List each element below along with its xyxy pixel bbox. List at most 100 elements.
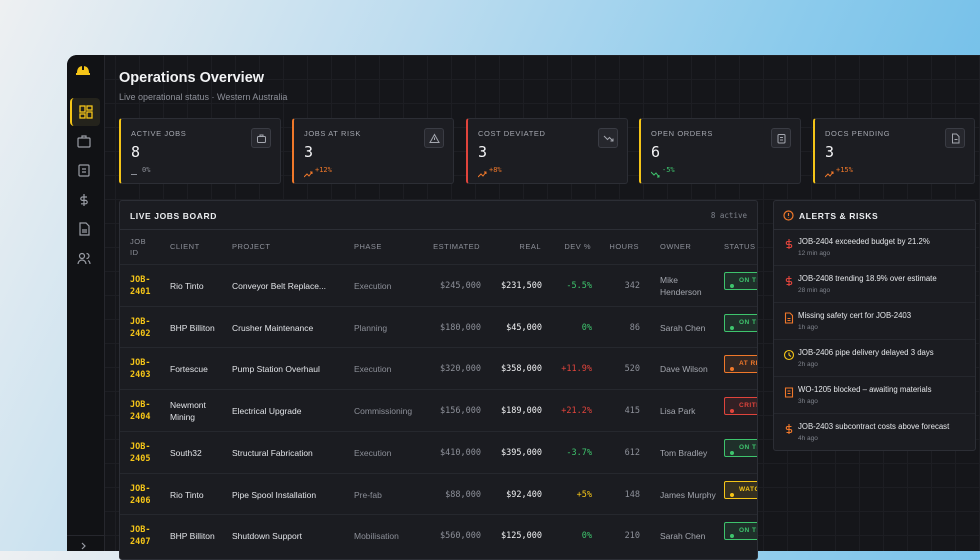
- cell-owner: Lisa Park: [660, 406, 696, 417]
- sidebar-divider: [67, 535, 104, 536]
- column-header: DEV %: [564, 242, 591, 251]
- alert-time: 28 min ago: [798, 287, 831, 294]
- board-count: 8 active: [710, 211, 747, 220]
- cell-estimated: $180,000: [440, 322, 481, 333]
- job-row[interactable]: JOB-2401 Rio Tinto Conveyor Belt Replace..…: [120, 264, 757, 307]
- kpi-icon: [771, 128, 791, 148]
- cell-dev: -5.5%: [566, 281, 592, 291]
- logo: [76, 65, 90, 75]
- nav-orders[interactable]: [70, 156, 98, 184]
- kpi-trend-icon: [650, 166, 660, 184]
- column-header: CLIENT: [170, 242, 200, 251]
- job-row[interactable]: JOB-2405 South32 Structural Fabrication Exe…: [120, 430, 757, 474]
- cell-real: $395,000: [501, 447, 542, 458]
- cell-job: JOB-2407: [130, 525, 151, 548]
- status-dot: [730, 492, 734, 497]
- cell-client: South32: [170, 447, 202, 458]
- kpi-trend-icon: [824, 166, 834, 184]
- job-row[interactable]: JOB-2406 Rio Tinto Pipe Spool Installation…: [120, 472, 757, 516]
- cell-project: Electrical Upgrade: [232, 406, 302, 417]
- cell-estimated: $156,000: [440, 406, 481, 417]
- alert-time: 12 min ago: [798, 250, 831, 257]
- cell-job: JOB-2404: [130, 400, 151, 423]
- kpi-icon: [424, 128, 444, 148]
- kpi-icon: [598, 128, 618, 148]
- alerts-icon: [783, 210, 794, 221]
- cell-phase: Execution: [354, 364, 392, 375]
- status-badge: ON TRACK: [724, 522, 757, 541]
- nav-dashboard[interactable]: [70, 98, 100, 126]
- kpi-card: OPEN ORDERS 6 -5%: [639, 118, 801, 184]
- column-header: ESTIMATED: [433, 242, 480, 251]
- nav-people[interactable]: [70, 244, 98, 272]
- cell-client: Fortescue: [170, 364, 208, 375]
- kpi-label: COST DEVIATED: [478, 129, 546, 138]
- alert-text[interactable]: JOB-2408 trending 18.9% over estimate: [798, 274, 937, 283]
- cell-job: JOB-2406: [130, 483, 151, 506]
- kpi-card: DOCS PENDING 3 +15%: [813, 118, 975, 184]
- cell-owner: Sarah Chen: [660, 531, 706, 542]
- alerts-title: ALERTS & RISKS: [799, 211, 879, 221]
- page-subtitle: Live operational status · Western Austra…: [119, 92, 288, 102]
- cell-project: Crusher Maintenance: [232, 322, 314, 333]
- board-divider: [120, 229, 757, 230]
- job-row[interactable]: JOB-2403 Fortescue Pump Station Overhaul Ex…: [120, 347, 757, 390]
- job-row[interactable]: JOB-2407 BHP Billiton Shutdown Support Mobi…: [120, 514, 757, 557]
- column-header: REAL: [519, 242, 541, 251]
- job-row[interactable]: JOB-2402 BHP Billiton Crusher Maintenance P…: [120, 305, 757, 349]
- status-dot: [730, 450, 734, 455]
- alert-divider: [774, 339, 975, 340]
- cell-project: Pipe Spool Installation: [232, 489, 317, 500]
- cell-owner: Sarah Chen: [660, 322, 706, 333]
- nav-jobs[interactable]: [70, 127, 98, 155]
- alert-text[interactable]: JOB-2404 exceeded budget by 21.2%: [798, 237, 930, 246]
- kpi-delta: +8%: [489, 166, 502, 174]
- cell-hours: 612: [624, 447, 640, 458]
- column-header: PHASE: [354, 242, 382, 251]
- job-row[interactable]: JOB-2404 Newmont Mining Electrical Upgrade…: [120, 389, 757, 432]
- kpi-card: COST DEVIATED 3 +8%: [466, 118, 628, 184]
- status-badge: ON TRACK: [724, 313, 757, 332]
- cell-dev: +21.2%: [561, 406, 592, 417]
- kpi-value: 6: [651, 143, 661, 161]
- kpi-delta: +12%: [315, 166, 332, 174]
- alerts-divider: [774, 229, 975, 230]
- kpi-value: 3: [825, 143, 835, 161]
- cell-hours: 86: [629, 322, 640, 333]
- nav-docs[interactable]: [70, 215, 98, 243]
- status-badge: ON TRACK: [724, 438, 757, 457]
- alert-time: 2h ago: [798, 361, 818, 368]
- cell-job: JOB-2403: [130, 358, 151, 381]
- cell-real: $189,000: [501, 406, 542, 417]
- alert-text[interactable]: JOB-2406 pipe delivery delayed 3 days: [798, 348, 934, 357]
- nav-costs[interactable]: [70, 186, 98, 214]
- cell-phase: Commissioning: [354, 406, 413, 417]
- cell-phase: Mobilisation: [354, 531, 399, 542]
- kpi-value: 8: [131, 143, 141, 161]
- cell-project: Structural Fabrication: [232, 447, 313, 458]
- alert-text[interactable]: WO-1205 blocked – awaiting materials: [798, 385, 932, 394]
- kpi-card: ACTIVE JOBS 8 0%: [119, 118, 281, 184]
- cell-estimated: $410,000: [440, 447, 481, 458]
- column-header: JOB ID: [130, 237, 147, 257]
- collapse-toggle[interactable]: [80, 542, 88, 550]
- alert-icon: [783, 274, 795, 292]
- cell-phase: Pre-fab: [354, 489, 382, 500]
- cell-client: BHP Billiton: [170, 531, 215, 542]
- alert-text[interactable]: Missing safety cert for JOB-2403: [798, 311, 912, 320]
- alert-text[interactable]: JOB-2403 subcontract costs above forecas…: [798, 422, 950, 431]
- cell-project: Pump Station Overhaul: [232, 364, 320, 375]
- cell-real: $231,500: [501, 281, 542, 291]
- cell-dev: -3.7%: [566, 447, 592, 458]
- kpi-trend-icon: [131, 166, 140, 184]
- status-dot: [730, 409, 734, 414]
- cell-owner: Mike Henderson: [660, 275, 702, 297]
- kpi-label: JOBS AT RISK: [304, 129, 361, 138]
- column-header: OWNER: [660, 242, 692, 251]
- status-badge: AT RISK: [724, 355, 757, 374]
- cell-hours: 148: [624, 489, 640, 500]
- alert-time: 1h ago: [798, 324, 818, 331]
- board-title: LIVE JOBS BOARD: [130, 211, 217, 221]
- cell-estimated: $560,000: [440, 531, 481, 542]
